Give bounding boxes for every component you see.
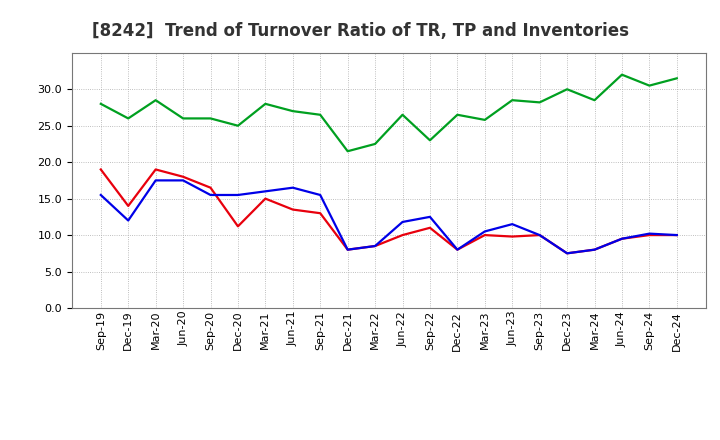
Trade Payables xyxy=(563,251,572,256)
Inventories xyxy=(536,100,544,105)
Trade Payables xyxy=(536,232,544,238)
Trade Payables xyxy=(645,231,654,236)
Trade Receivables xyxy=(563,251,572,256)
Trade Receivables xyxy=(618,236,626,242)
Inventories xyxy=(426,138,434,143)
Trade Payables xyxy=(289,185,297,191)
Inventories xyxy=(233,123,242,128)
Inventories xyxy=(206,116,215,121)
Trade Payables xyxy=(233,192,242,198)
Trade Receivables xyxy=(672,232,681,238)
Trade Receivables xyxy=(453,247,462,252)
Inventories xyxy=(124,116,132,121)
Trade Payables xyxy=(343,247,352,252)
Trade Payables xyxy=(261,189,270,194)
Trade Receivables xyxy=(508,234,516,239)
Trade Payables xyxy=(151,178,160,183)
Trade Payables xyxy=(590,247,599,252)
Trade Receivables xyxy=(206,185,215,191)
Trade Payables xyxy=(179,178,187,183)
Trade Receivables xyxy=(179,174,187,180)
Trade Payables xyxy=(453,247,462,252)
Trade Receivables xyxy=(590,247,599,252)
Trade Payables xyxy=(124,218,132,223)
Trade Receivables xyxy=(536,232,544,238)
Inventories xyxy=(261,101,270,106)
Trade Payables xyxy=(426,214,434,220)
Inventories xyxy=(96,101,105,106)
Inventories xyxy=(618,72,626,77)
Trade Payables xyxy=(508,221,516,227)
Trade Receivables xyxy=(261,196,270,201)
Inventories xyxy=(151,98,160,103)
Trade Payables xyxy=(672,232,681,238)
Inventories xyxy=(371,141,379,147)
Inventories xyxy=(645,83,654,88)
Trade Receivables xyxy=(124,203,132,209)
Inventories xyxy=(672,76,681,81)
Trade Payables xyxy=(480,229,489,234)
Trade Payables xyxy=(398,219,407,224)
Trade Payables xyxy=(96,192,105,198)
Inventories xyxy=(453,112,462,117)
Trade Receivables xyxy=(426,225,434,231)
Inventories xyxy=(480,117,489,122)
Trade Receivables xyxy=(96,167,105,172)
Trade Receivables xyxy=(233,224,242,229)
Trade Receivables xyxy=(398,232,407,238)
Inventories xyxy=(590,98,599,103)
Inventories xyxy=(343,149,352,154)
Line: Trade Receivables: Trade Receivables xyxy=(101,169,677,253)
Trade Payables xyxy=(618,236,626,242)
Trade Payables xyxy=(206,192,215,198)
Trade Receivables xyxy=(289,207,297,212)
Trade Receivables xyxy=(371,243,379,249)
Trade Receivables xyxy=(316,211,325,216)
Inventories xyxy=(289,109,297,114)
Inventories xyxy=(508,98,516,103)
Trade Receivables xyxy=(480,232,489,238)
Inventories xyxy=(316,112,325,117)
Trade Receivables xyxy=(151,167,160,172)
Inventories xyxy=(179,116,187,121)
Trade Payables xyxy=(371,243,379,249)
Inventories xyxy=(563,87,572,92)
Trade Receivables xyxy=(343,247,352,252)
Trade Receivables xyxy=(645,232,654,238)
Trade Payables xyxy=(316,192,325,198)
Inventories xyxy=(398,112,407,117)
Line: Inventories: Inventories xyxy=(101,75,677,151)
Line: Trade Payables: Trade Payables xyxy=(101,180,677,253)
Text: [8242]  Trend of Turnover Ratio of TR, TP and Inventories: [8242] Trend of Turnover Ratio of TR, TP… xyxy=(91,22,629,40)
